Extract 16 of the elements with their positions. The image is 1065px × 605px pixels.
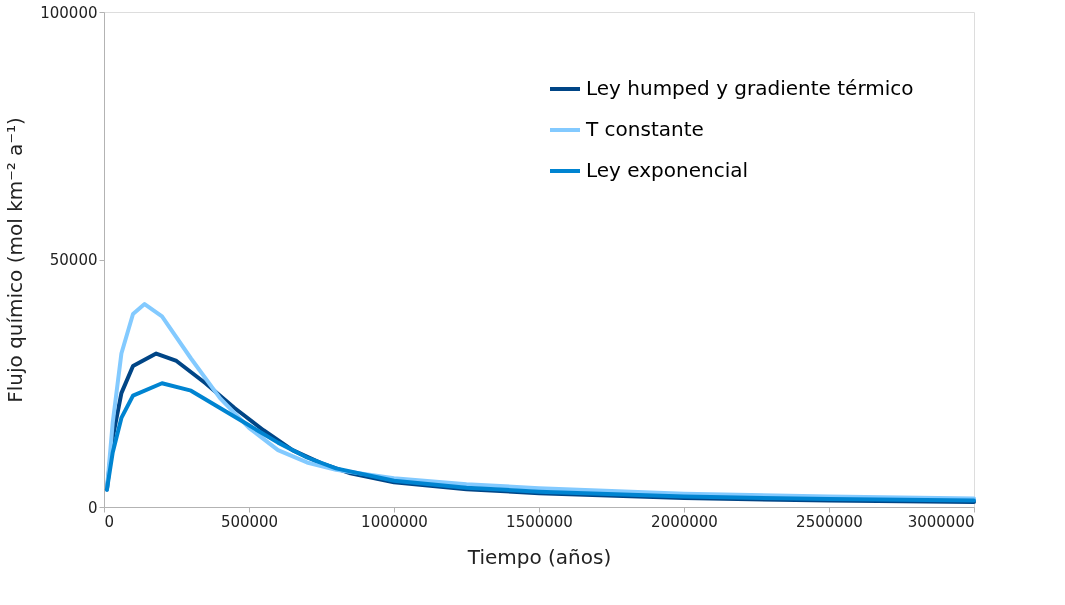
y-axis-title: Flujo químico (mol km⁻² a⁻¹)	[3, 117, 28, 403]
legend-label: Ley exponencial	[586, 158, 749, 182]
legend-label: Ley humped y gradiente térmico	[586, 76, 914, 100]
x-tick-label: 1500000	[506, 512, 573, 531]
x-tick-label: 500000	[220, 512, 279, 531]
x-tick-label: 0	[104, 512, 115, 531]
x-axis-title: Tiempo (años)	[466, 544, 612, 569]
legend-label: T constante	[585, 117, 704, 141]
x-tick-label: 1000000	[361, 512, 428, 531]
y-tick-label: 100000	[40, 3, 98, 22]
x-tick-label: 2000000	[651, 512, 718, 531]
y-tick-label: 50000	[49, 251, 98, 269]
x-tick-label: 2500000	[796, 512, 863, 531]
y-tick-label: 0	[87, 498, 98, 517]
x-tick-label: 3000000	[907, 512, 975, 531]
line-series	[104, 381, 976, 503]
